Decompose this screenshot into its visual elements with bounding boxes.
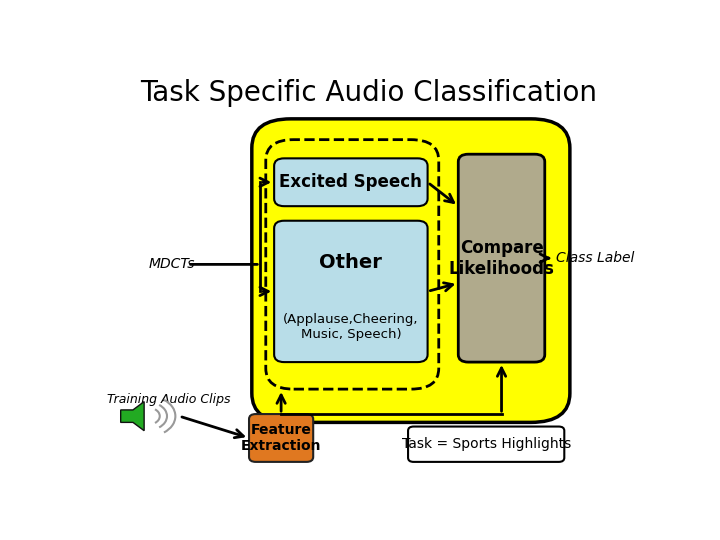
Text: Class Label: Class Label xyxy=(556,251,634,265)
Text: Excited Speech: Excited Speech xyxy=(279,173,423,191)
Text: MDCTs: MDCTs xyxy=(148,258,195,272)
Polygon shape xyxy=(121,402,144,431)
Text: Feature
Extraction: Feature Extraction xyxy=(241,423,321,453)
FancyBboxPatch shape xyxy=(274,221,428,362)
FancyBboxPatch shape xyxy=(249,414,313,462)
Text: Task Specific Audio Classification: Task Specific Audio Classification xyxy=(140,79,598,107)
FancyBboxPatch shape xyxy=(408,427,564,462)
FancyBboxPatch shape xyxy=(274,158,428,206)
Text: Other: Other xyxy=(320,253,382,272)
Text: Compare
Likelihoods: Compare Likelihoods xyxy=(449,239,554,278)
FancyBboxPatch shape xyxy=(252,119,570,422)
FancyBboxPatch shape xyxy=(266,140,438,389)
Text: Training Audio Clips: Training Audio Clips xyxy=(107,393,230,406)
Text: Task = Sports Highlights: Task = Sports Highlights xyxy=(402,437,571,451)
Text: (Applause,Cheering,
Music, Speech): (Applause,Cheering, Music, Speech) xyxy=(283,313,418,341)
FancyBboxPatch shape xyxy=(459,154,545,362)
